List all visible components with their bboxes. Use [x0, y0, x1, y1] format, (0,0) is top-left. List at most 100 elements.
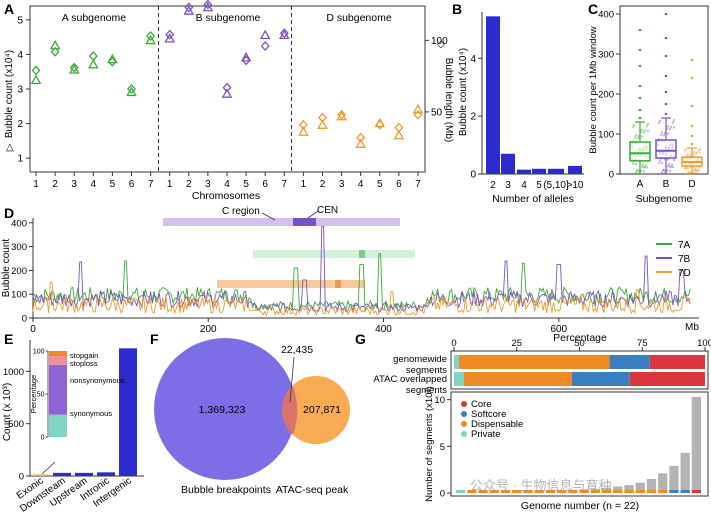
panel-g-stacked-segment — [571, 372, 630, 386]
panel-a-left-symbol: △ — [6, 142, 14, 153]
panel-a-length-point — [356, 132, 366, 143]
panel-e-inset-segment — [49, 351, 67, 357]
panel-g-hist-category-strip — [545, 490, 556, 493]
panel-d-region-bar-purple — [163, 218, 400, 226]
panel-e-bar — [97, 472, 115, 476]
panel-g-hist-bar — [669, 465, 679, 493]
panel-b-bar — [548, 168, 564, 174]
panel-label-c: C — [588, 1, 598, 17]
panel-c-ytick-label: 100 — [598, 130, 614, 141]
panel-g-bottom-frame — [450, 391, 709, 497]
venn-atac-label: ATAC-seq peak — [276, 484, 349, 496]
panel-a-count-point — [87, 58, 99, 69]
panel-c-jitter-point — [635, 169, 639, 172]
panel-a-count-point — [393, 129, 405, 140]
panel-g-hist-bar — [658, 473, 668, 493]
panel-g-row-label: segments — [406, 365, 447, 376]
panel-a-length-point — [298, 119, 308, 130]
panel-c-jitter-point — [632, 123, 636, 126]
panel-b: Bubble count (x10⁴) Number of alleles 0 2… — [458, 12, 584, 205]
panel-c-outlier — [638, 108, 642, 112]
panel-a-xtick-label: 7 — [282, 179, 288, 190]
panel-c-jitter-point — [686, 153, 690, 156]
panel-c-jitter-point — [642, 165, 646, 169]
panel-c-jitter-point — [668, 165, 672, 168]
panel-d-xtick-label: 400 — [375, 324, 392, 335]
panel-b-ytick-label: 2 — [470, 112, 476, 123]
panel-label-b: B — [452, 1, 462, 17]
panel-f: 1,369,323 207,871 22,435 Bubble breakpoi… — [154, 338, 350, 496]
panel-a-count-point — [355, 138, 367, 148]
panel-g-hist-category-strip — [579, 490, 589, 493]
panel-d-ytick-label: 400 — [11, 218, 27, 229]
panel-a-xtick-label: 3 — [71, 179, 77, 190]
panel-g-stacked-segment — [454, 355, 460, 369]
panel-e-inset-segment-label: synonymous — [70, 409, 112, 418]
panel-c-jitter-point — [644, 163, 648, 167]
panel-e-bar — [31, 474, 49, 476]
panel-c-jitter-point — [658, 119, 662, 123]
panel-g-row-label: ATAC overlapped — [373, 374, 447, 385]
panel-g-hist-bar — [635, 482, 645, 493]
panel-b-xtick-label: 3 — [505, 180, 511, 191]
venn-circle-bubble-breakpoints — [154, 338, 296, 480]
panel-c-jitter-point — [634, 162, 638, 166]
venn-bubble-only-count: 1,369,323 — [199, 404, 246, 416]
panel-a-length-point — [127, 84, 136, 94]
panel-c-xlabel: Subgenome — [636, 193, 693, 205]
panel-e-bar — [75, 472, 93, 476]
panel-c-jitter-point — [692, 150, 696, 154]
panel-g-ytick-label: 0 — [440, 489, 445, 500]
panel-g-top-tick-label: 100 — [697, 338, 711, 349]
panel-a-count-point — [183, 5, 195, 15]
panel-d-region-bar-orange-core — [335, 280, 341, 288]
panel-c-outlier — [690, 104, 694, 108]
panel-g-hist-category-strip — [613, 490, 623, 493]
panel-g-top-tick-label: 0 — [451, 338, 456, 349]
panel-a-xtick-label: 3 — [205, 179, 211, 190]
panel-d-ytick-label: 0 — [22, 314, 27, 325]
panel-c-jitter-point — [662, 134, 666, 137]
panel-g-hist-category-strip — [467, 490, 477, 493]
panel-c-jitter-point — [686, 167, 690, 171]
panel-c-jitter-point — [660, 171, 664, 174]
panel-c-jitter-point — [684, 166, 688, 169]
panel-a-count-point — [298, 126, 309, 136]
panel-c-jitter-point — [694, 169, 698, 172]
panel-a-length-point — [31, 65, 41, 76]
panel-c-jitter-point — [698, 147, 702, 151]
panel-g-top-tick-label: 25 — [511, 338, 522, 349]
panel-a-count-point — [30, 74, 42, 85]
panel-c-jitter-point — [661, 168, 665, 172]
panel-c-jitter-point — [692, 154, 696, 157]
panel-g-hist-category-strip — [646, 490, 657, 493]
panel-c-box — [655, 139, 677, 159]
panel-g-hist-category-strip — [590, 490, 600, 493]
panel-a-length-point — [222, 82, 232, 93]
panel-d: Bubble count Mb C region CEN 0 100 200 300 4… — [1, 205, 699, 335]
panel-c-xtick-label: D — [688, 179, 695, 190]
panel-c-jitter-point — [662, 169, 666, 172]
panel-c-box — [629, 141, 651, 162]
panel-label-a: A — [4, 1, 14, 17]
panel-c-jitter-point — [672, 119, 676, 122]
panel-c-jitter-point — [660, 162, 664, 165]
panel-g-hist-category-strip — [534, 490, 544, 493]
panel-e-inset-segment — [49, 364, 67, 415]
panel-d-legend-label: 7D — [678, 268, 691, 279]
panel-a-frame — [29, 5, 426, 173]
panel-d-line-7d — [32, 281, 691, 317]
venn-intersection-pointer — [289, 356, 295, 403]
panel-b-bar — [501, 153, 515, 174]
panel-g-ytick-label: 10 — [434, 395, 445, 406]
panel-d-ytick-label: 300 — [11, 242, 27, 253]
panel-b-ytick-label: 4 — [470, 54, 476, 65]
panel-label-d: D — [4, 205, 14, 221]
panel-a-xtick-label: 2 — [52, 179, 58, 190]
panel-c-jitter-point — [666, 125, 670, 128]
panel-c-outlier — [638, 48, 642, 52]
panel-a-xtick-label: 1 — [33, 179, 39, 190]
panel-c-jitter-point — [697, 148, 701, 152]
panel-c-outlier — [690, 76, 694, 80]
panel-a-subgenome-d-title: D subgenome — [326, 12, 392, 24]
